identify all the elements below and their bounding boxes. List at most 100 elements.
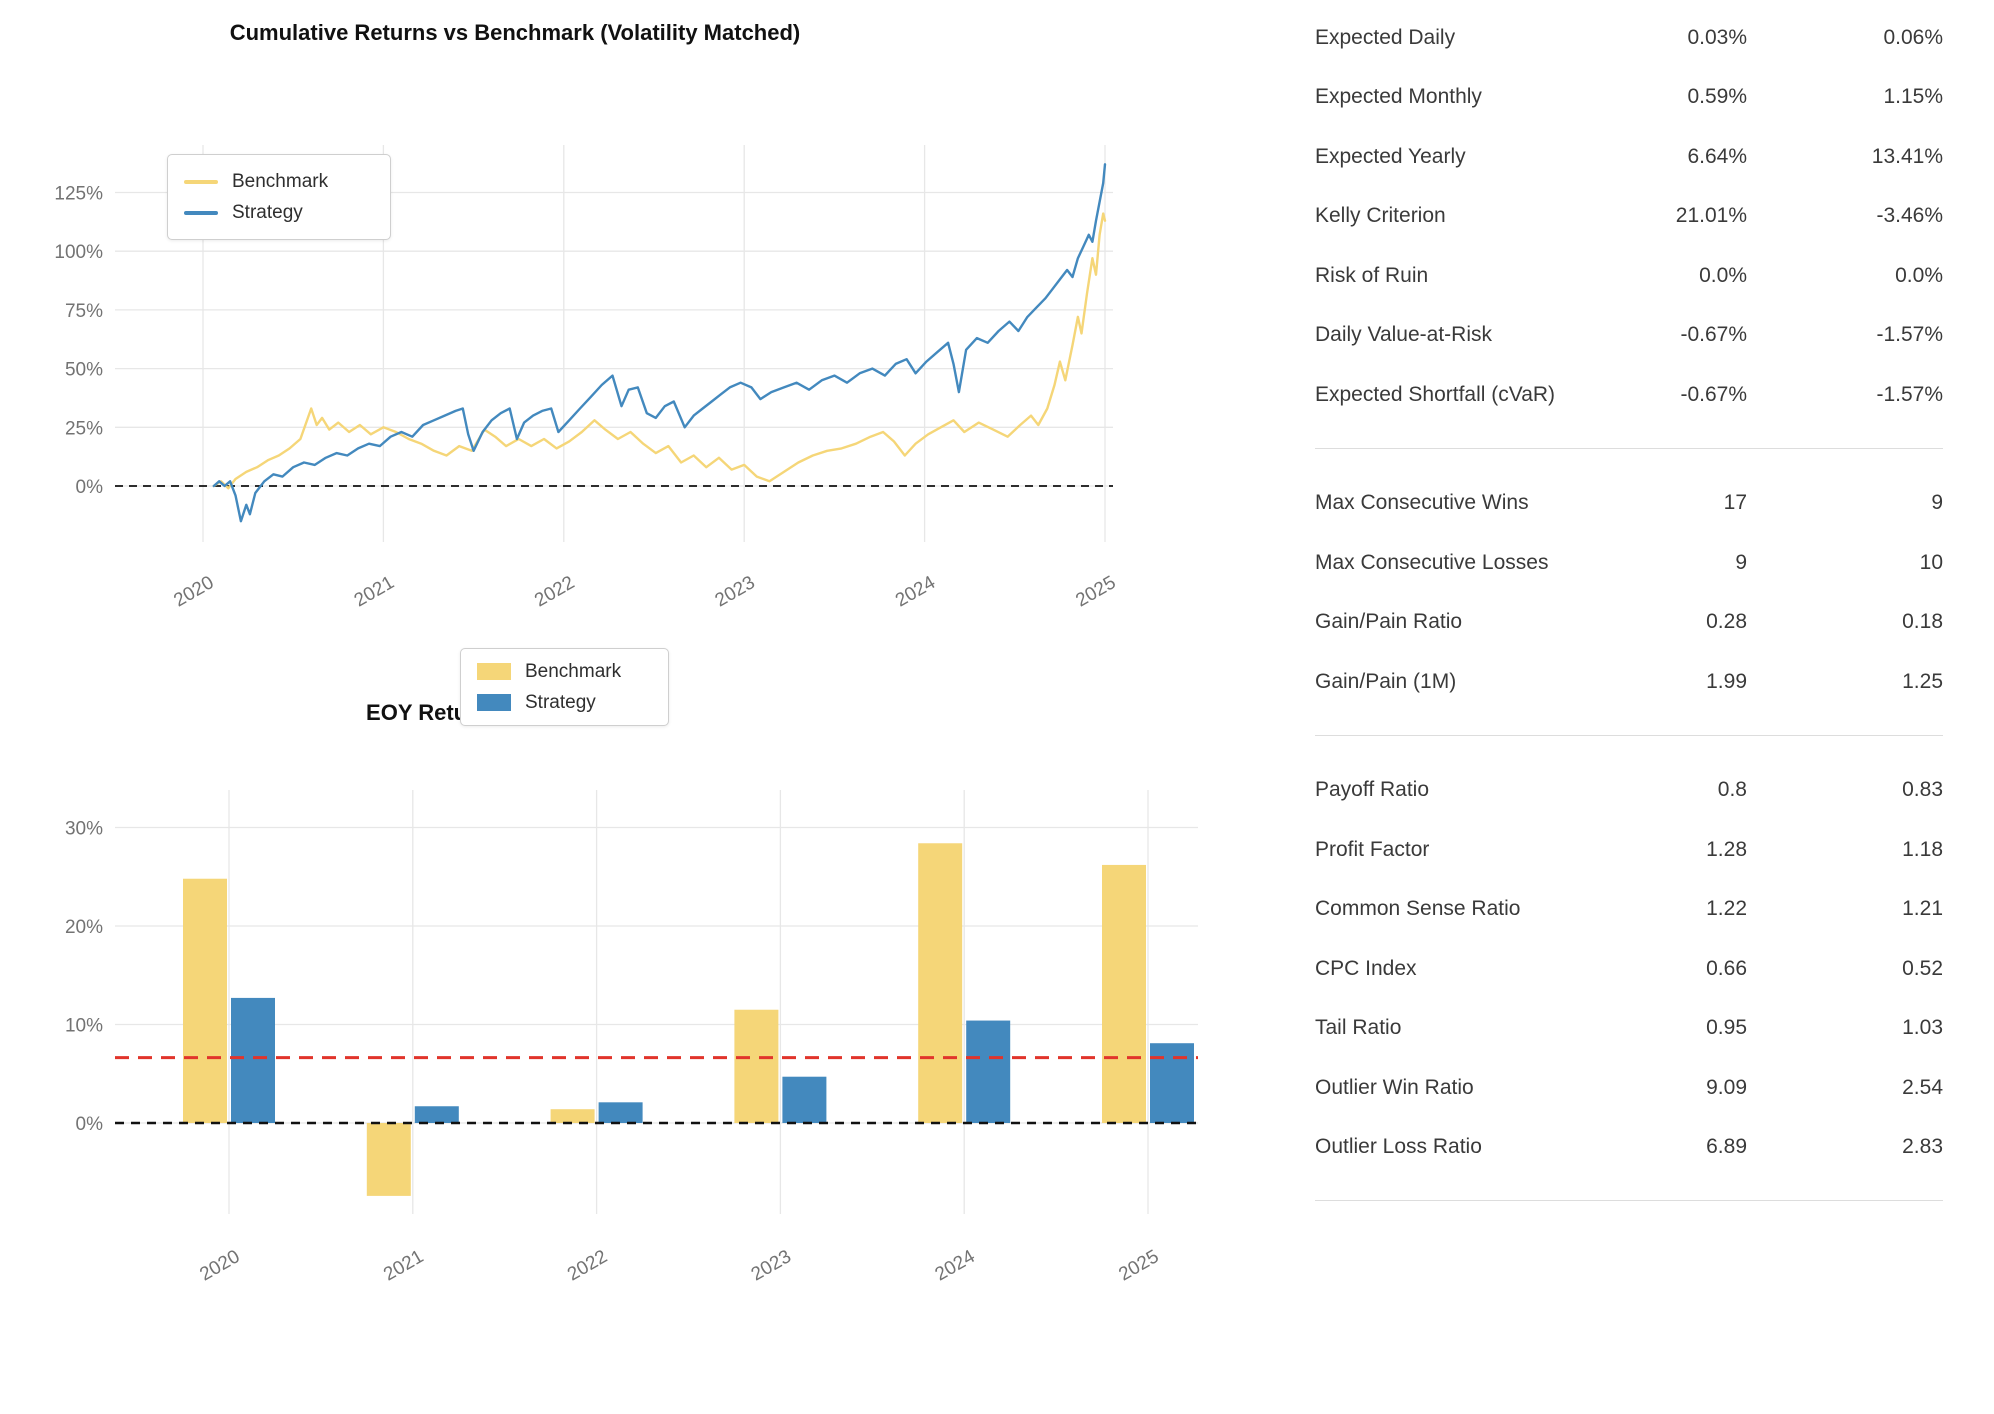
bar-benchmark-2023	[734, 1009, 779, 1123]
legend-label: Strategy	[525, 691, 596, 713]
metric-label: Max Consecutive Losses	[1315, 550, 1549, 574]
bar-benchmark-2024	[918, 843, 963, 1123]
eoy-chart-legend: Benchmark Strategy	[460, 648, 669, 726]
cumulative-returns-chart: 0% 25% 50% 75% 100% 125% 2020 2021 2022 2023 2024 2…	[54, 145, 1120, 611]
metrics-table: Expected Daily 0.03% 0.06% Expected Monthly…	[1302, 0, 1943, 1225]
metric-row: Max Consecutive Wins 17 9	[1302, 473, 1943, 532]
metric-value-col2: 0.06%	[1883, 26, 1943, 49]
y-tick-label: 0%	[76, 477, 104, 498]
x-tick-label: 2020	[196, 1246, 243, 1285]
metric-row: Payoff Ratio 0.8 0.83	[1302, 760, 1943, 819]
metric-label: Gain/Pain Ratio	[1315, 610, 1463, 634]
metric-value-col2: 0.0%	[1895, 263, 1943, 287]
legend-item-strategy: Strategy	[184, 202, 374, 224]
metric-label: Common Sense Ratio	[1315, 897, 1521, 921]
x-tick-label: 2025	[1072, 572, 1119, 611]
metric-value-col1: 0.95	[1706, 1016, 1747, 1040]
bar-benchmark-2025	[1102, 864, 1146, 1123]
metric-value-col2: -3.46%	[1876, 204, 1943, 228]
y-tick-label: 100%	[54, 242, 103, 263]
metric-value-col1: 0.0%	[1699, 263, 1747, 287]
metric-value-col1: 0.28	[1706, 610, 1747, 634]
bar-strategy-2024	[966, 1020, 1011, 1123]
series-strategy	[212, 163, 1107, 523]
metric-value-col2: 2.83	[1902, 1134, 1943, 1158]
metric-row: Outlier Loss Ratio 6.89 2.83	[1302, 1117, 1943, 1176]
bar-benchmark-2022	[550, 1109, 595, 1123]
metric-value-col1: 0.59%	[1687, 85, 1747, 109]
x-tick-label: 2021	[380, 1246, 427, 1285]
x-tick-label: 2023	[748, 1246, 795, 1285]
x-tick-label: 2024	[932, 1246, 979, 1286]
metric-row: CPC Index 0.66 0.52	[1302, 939, 1943, 998]
metric-value-col2: 1.03	[1902, 1016, 1943, 1040]
metric-value-col2: 0.83	[1902, 778, 1943, 802]
metric-value-col1: 6.89	[1706, 1134, 1747, 1158]
benchmark-box-swatch	[477, 663, 511, 680]
series-benchmark	[212, 212, 1107, 490]
y-tick-label: 75%	[65, 301, 103, 322]
metric-row: Max Consecutive Losses 9 10	[1302, 533, 1943, 592]
bar-strategy-2022	[598, 1102, 643, 1123]
metric-row: Gain/Pain Ratio 0.28 0.18	[1302, 592, 1943, 651]
metric-value-col1: -0.67%	[1680, 382, 1747, 406]
metric-label: Expected Daily	[1315, 26, 1456, 49]
x-tick-label: 2023	[712, 572, 759, 611]
metric-value-col2: -1.57%	[1876, 323, 1943, 347]
metric-value-col1: 0.66	[1706, 956, 1747, 980]
metric-value-col1: 6.64%	[1687, 144, 1747, 168]
metric-label: Payoff Ratio	[1315, 778, 1430, 802]
bar-strategy-2023	[782, 1076, 827, 1123]
metric-label: Outlier Win Ratio	[1315, 1075, 1474, 1099]
metric-value-col2: 0.18	[1902, 610, 1943, 634]
legend-label: Benchmark	[232, 170, 329, 192]
metric-label: Risk of Ruin	[1315, 263, 1429, 287]
metric-label: Kelly Criterion	[1315, 204, 1446, 228]
table-divider	[1315, 1200, 1943, 1202]
metric-value-col2: 1.25	[1902, 669, 1943, 693]
y-tick-label: 25%	[65, 418, 103, 439]
cumulative-chart-title: Cumulative Returns vs Benchmark (Volatil…	[229, 20, 801, 45]
x-tick-label: 2020	[170, 572, 217, 611]
metric-row: Tail Ratio 0.95 1.03	[1302, 998, 1943, 1057]
y-tick-label: 125%	[54, 184, 103, 205]
x-tick-label: 2022	[564, 1246, 611, 1285]
metric-row: Kelly Criterion 21.01% -3.46%	[1302, 186, 1943, 245]
metric-value-col2: -1.57%	[1876, 382, 1943, 406]
y-tick-label: 0%	[76, 1114, 104, 1135]
metric-value-col2: 9	[1931, 491, 1943, 515]
metric-value-col2: 1.15%	[1883, 85, 1943, 109]
metric-label: Gain/Pain (1M)	[1315, 669, 1457, 693]
metric-row: Daily Value-at-Risk -0.67% -1.57%	[1302, 305, 1943, 364]
y-tick-label: 20%	[65, 917, 103, 938]
x-tick-label: 2022	[531, 572, 578, 611]
metric-value-col1: -0.67%	[1680, 323, 1747, 347]
metric-label: Expected Yearly	[1315, 144, 1466, 168]
bar-benchmark-2020	[183, 878, 227, 1123]
metric-value-col2: 13.41%	[1871, 144, 1943, 168]
metric-value-col1: 0.03%	[1687, 26, 1747, 49]
legend-item-benchmark: Benchmark	[477, 661, 652, 683]
table-divider	[1315, 448, 1943, 450]
metric-label: Profit Factor	[1315, 837, 1430, 861]
strategy-line-swatch	[184, 210, 218, 215]
metric-row: Profit Factor 1.28 1.18	[1302, 820, 1943, 879]
metric-label: Outlier Loss Ratio	[1315, 1134, 1482, 1158]
metric-value-col1: 1.28	[1706, 837, 1747, 861]
metric-row: Expected Shortfall (cVaR) -0.67% -1.57%	[1302, 365, 1943, 424]
metric-label: Max Consecutive Wins	[1315, 491, 1529, 515]
x-tick-label: 2021	[351, 572, 398, 611]
y-tick-label: 50%	[65, 360, 103, 381]
table-divider	[1315, 735, 1943, 737]
metric-value-col2: 2.54	[1902, 1075, 1943, 1099]
bar-strategy-2020	[231, 997, 275, 1123]
legend-label: Strategy	[232, 201, 303, 223]
metric-row: Risk of Ruin 0.0% 0.0%	[1302, 246, 1943, 305]
metric-value-col2: 1.21	[1902, 897, 1943, 921]
metric-value-col1: 1.99	[1706, 669, 1747, 693]
metric-row: Expected Monthly 0.59% 1.15%	[1302, 67, 1943, 126]
y-tick-label: 10%	[65, 1016, 103, 1037]
cumulative-chart-legend: Benchmark Strategy	[167, 154, 391, 240]
metric-value-col1: 21.01%	[1675, 204, 1747, 228]
